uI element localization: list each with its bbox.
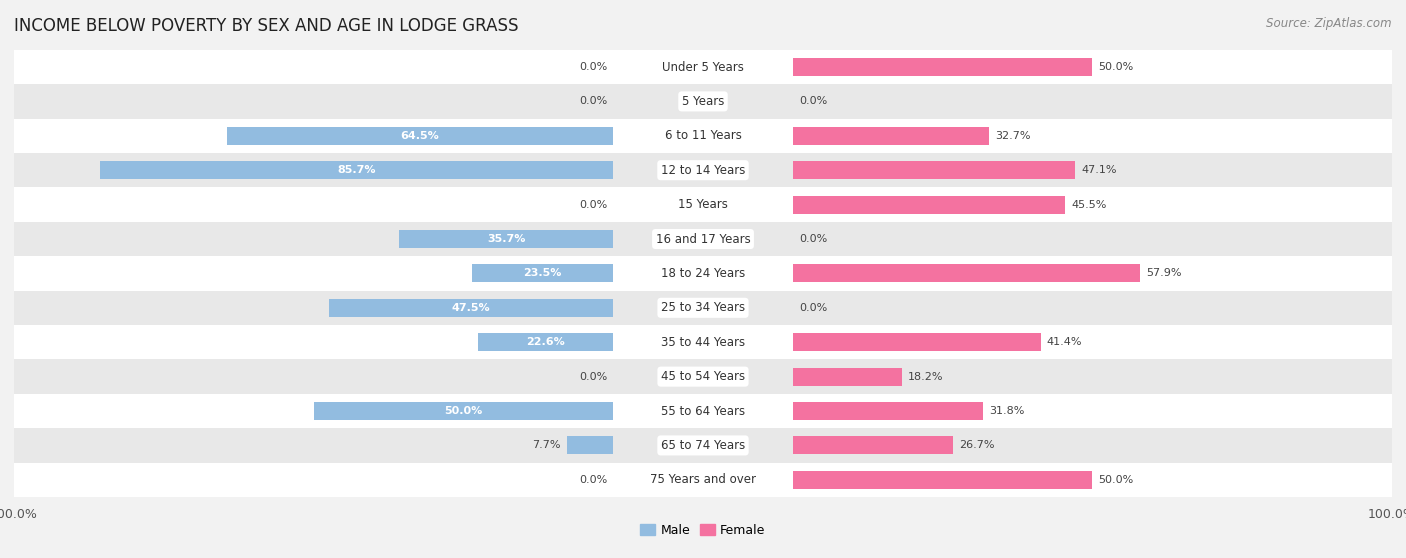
Bar: [793, 333, 1040, 351]
Bar: [14, 222, 1392, 256]
Text: Source: ZipAtlas.com: Source: ZipAtlas.com: [1267, 17, 1392, 30]
Bar: [793, 402, 983, 420]
Text: 35 to 44 Years: 35 to 44 Years: [661, 336, 745, 349]
Text: 75 Years and over: 75 Years and over: [650, 473, 756, 487]
Text: 23.5%: 23.5%: [523, 268, 562, 278]
Bar: [793, 264, 1140, 282]
Text: 5 Years: 5 Years: [682, 95, 724, 108]
Text: Under 5 Years: Under 5 Years: [662, 60, 744, 74]
Bar: [793, 196, 1066, 214]
Bar: [329, 299, 613, 317]
Bar: [14, 359, 1392, 394]
Text: 64.5%: 64.5%: [401, 131, 439, 141]
Bar: [14, 394, 1392, 428]
Text: 57.9%: 57.9%: [1146, 268, 1181, 278]
Text: 47.5%: 47.5%: [451, 303, 491, 313]
Text: 35.7%: 35.7%: [486, 234, 526, 244]
Bar: [14, 325, 1392, 359]
Text: 15 Years: 15 Years: [678, 198, 728, 211]
Bar: [793, 127, 988, 145]
Text: 25 to 34 Years: 25 to 34 Years: [661, 301, 745, 314]
Bar: [14, 119, 1392, 153]
Text: 31.8%: 31.8%: [990, 406, 1025, 416]
Text: 7.7%: 7.7%: [533, 440, 561, 450]
Bar: [14, 187, 1392, 222]
Bar: [793, 471, 1092, 489]
Text: 12 to 14 Years: 12 to 14 Years: [661, 163, 745, 177]
Text: 16 and 17 Years: 16 and 17 Years: [655, 233, 751, 246]
Bar: [472, 264, 613, 282]
Text: 0.0%: 0.0%: [579, 475, 607, 485]
Text: 0.0%: 0.0%: [579, 200, 607, 210]
Bar: [793, 368, 901, 386]
Text: 55 to 64 Years: 55 to 64 Years: [661, 405, 745, 417]
Text: 0.0%: 0.0%: [799, 234, 827, 244]
Text: 85.7%: 85.7%: [337, 165, 375, 175]
Bar: [14, 50, 1392, 84]
Bar: [14, 84, 1392, 119]
Text: 26.7%: 26.7%: [959, 440, 994, 450]
Text: 0.0%: 0.0%: [579, 372, 607, 382]
Bar: [14, 463, 1392, 497]
Bar: [14, 428, 1392, 463]
Bar: [14, 256, 1392, 291]
Text: 32.7%: 32.7%: [995, 131, 1031, 141]
Bar: [14, 153, 1392, 187]
Text: 22.6%: 22.6%: [526, 337, 565, 347]
Text: 0.0%: 0.0%: [799, 303, 827, 313]
Text: 18.2%: 18.2%: [908, 372, 943, 382]
Text: 50.0%: 50.0%: [1098, 475, 1133, 485]
Text: 50.0%: 50.0%: [1098, 62, 1133, 72]
Bar: [793, 161, 1076, 179]
Text: 45.5%: 45.5%: [1071, 200, 1107, 210]
Bar: [793, 58, 1092, 76]
Bar: [793, 436, 953, 454]
Text: 41.4%: 41.4%: [1047, 337, 1083, 347]
Bar: [314, 402, 613, 420]
Bar: [478, 333, 613, 351]
Text: 6 to 11 Years: 6 to 11 Years: [665, 129, 741, 142]
Text: 18 to 24 Years: 18 to 24 Years: [661, 267, 745, 280]
Bar: [14, 291, 1392, 325]
Legend: Male, Female: Male, Female: [636, 519, 770, 542]
Text: INCOME BELOW POVERTY BY SEX AND AGE IN LODGE GRASS: INCOME BELOW POVERTY BY SEX AND AGE IN L…: [14, 17, 519, 35]
Bar: [100, 161, 613, 179]
Text: 0.0%: 0.0%: [579, 97, 607, 107]
Bar: [567, 436, 613, 454]
Text: 0.0%: 0.0%: [799, 97, 827, 107]
Text: 47.1%: 47.1%: [1081, 165, 1116, 175]
Bar: [399, 230, 613, 248]
Text: 50.0%: 50.0%: [444, 406, 482, 416]
Text: 0.0%: 0.0%: [579, 62, 607, 72]
Text: 65 to 74 Years: 65 to 74 Years: [661, 439, 745, 452]
Text: 45 to 54 Years: 45 to 54 Years: [661, 370, 745, 383]
Bar: [226, 127, 613, 145]
